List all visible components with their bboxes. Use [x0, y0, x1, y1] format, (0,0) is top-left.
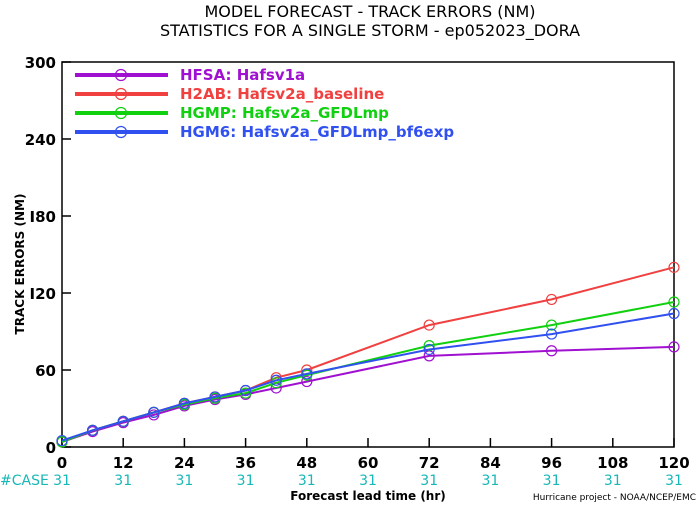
series-4-point: [545, 328, 558, 340]
case-row: #CASE 31 31 31 31 31 31 31 31 31 31 31: [0, 473, 683, 489]
x-tick-label: 72: [419, 454, 440, 472]
series-4-point: [56, 434, 68, 447]
series-3-point: [545, 319, 558, 331]
series-2-point: [668, 261, 680, 273]
series-3-point: [240, 387, 252, 399]
y-tick-label: 240: [25, 131, 56, 149]
series-4-point: [240, 384, 252, 397]
series-4-point: [148, 406, 160, 418]
title-group: MODEL FORECAST - TRACK ERRORS (NM) STATI…: [160, 2, 580, 41]
series-4-point: [117, 415, 129, 427]
x-tick-label: 36: [235, 454, 256, 472]
case-count: 31: [420, 473, 438, 489]
legend-label-3: HGMP: Hafsv2a_GFDLmp: [180, 104, 389, 122]
case-label: #CASE: [0, 473, 49, 489]
x-axis-ticks: 0 12 24 36 48 60 72 84 96 108 120: [57, 438, 690, 472]
x-tick-label: 0: [57, 454, 67, 472]
x-tick-label: 60: [358, 454, 379, 472]
series-1-point: [148, 409, 160, 421]
series-2-point: [423, 319, 435, 331]
legend-label-1: HFSA: Hafsv1a: [180, 66, 305, 84]
y-tick-label: I80: [30, 208, 56, 226]
x-tick-label: 108: [597, 454, 628, 472]
series-3-point: [423, 340, 435, 352]
legend-label-4: HGM6: Hafsv2a_GFDLmp_bf6exp: [180, 123, 454, 141]
y-axis-ticks: 0 60 I20 I80 240 300: [25, 54, 71, 457]
x-tick-label: 96: [541, 454, 562, 472]
series-1-point: [301, 375, 313, 388]
y-axis-label: TRACK ERRORS (NM): [13, 194, 27, 335]
case-count: 31: [298, 473, 316, 489]
series-4-point: [86, 424, 99, 436]
x-axis-label: Forecast lead time (hr): [290, 489, 446, 503]
series-1-point: [668, 341, 680, 353]
y-tick-label: 300: [25, 54, 56, 72]
series-line-3: [61, 301, 675, 443]
case-count: 31: [481, 473, 499, 489]
x-tick-label: 120: [658, 454, 689, 472]
series-4-point: [209, 391, 221, 403]
case-count: 31: [237, 473, 255, 489]
series-2-point: [545, 293, 558, 306]
series-4-point: [423, 343, 435, 356]
legend-marker-2: [114, 87, 128, 101]
y-tick-label: 0: [46, 439, 56, 457]
case-count: 31: [114, 473, 132, 489]
series-1-point: [545, 345, 558, 357]
case-count: 31: [53, 473, 71, 489]
legend-label-2: H2AB: Hafsv2a_baseline: [180, 85, 384, 103]
case-count: 31: [543, 473, 561, 489]
series-4-point: [270, 374, 282, 386]
series-layer: [56, 261, 680, 448]
x-tick-label: 24: [174, 454, 195, 472]
series-4-point: [301, 368, 313, 380]
x-tick-label: 48: [296, 454, 317, 472]
series-line-4: [61, 312, 675, 442]
case-count: 31: [665, 473, 683, 489]
legend-marker-3: [114, 106, 128, 120]
legend-marker-4: [114, 125, 128, 139]
series-4-point: [668, 307, 680, 320]
y-tick-label: I20: [30, 285, 56, 303]
legend-marker-1: [114, 68, 128, 82]
x-tick-label: 12: [113, 454, 134, 472]
x-tick-label: 84: [480, 454, 501, 472]
case-count: 31: [175, 473, 193, 489]
credit-text: Hurricane project - NOAA/NCEP/EMC: [533, 493, 696, 503]
chart-subtitle: STATISTICS FOR A SINGLE STORM - ep052023…: [160, 21, 580, 41]
case-count: 31: [359, 473, 377, 489]
series-3-point: [668, 296, 680, 308]
series-4-point: [178, 397, 190, 409]
y-tick-label: 60: [35, 362, 56, 380]
chart-title: MODEL FORECAST - TRACK ERRORS (NM): [204, 2, 535, 21]
case-count: 31: [604, 473, 622, 489]
